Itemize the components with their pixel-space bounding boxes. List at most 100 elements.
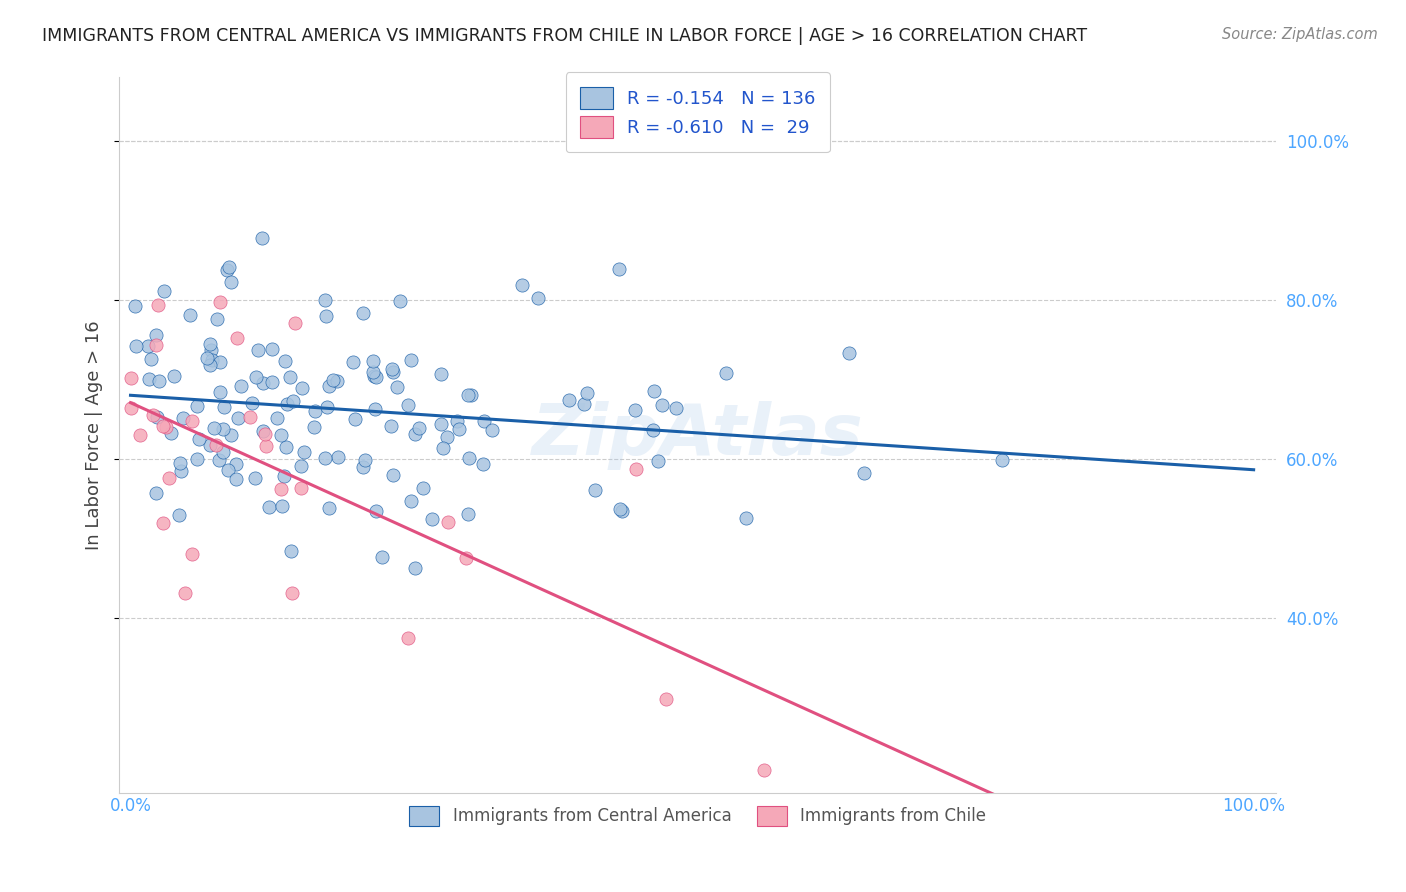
Point	[259, 500, 281, 514]
Point	[481, 423, 503, 437]
Point	[404, 561, 426, 575]
Point	[270, 428, 292, 442]
Point	[371, 549, 394, 564]
Point	[430, 417, 453, 432]
Point	[342, 354, 364, 368]
Point	[361, 353, 384, 368]
Point	[430, 367, 453, 381]
Point	[198, 438, 221, 452]
Point	[239, 410, 262, 425]
Point	[399, 493, 422, 508]
Point	[200, 343, 222, 358]
Point	[281, 586, 304, 600]
Point	[436, 429, 458, 443]
Point	[153, 284, 176, 298]
Point	[318, 379, 340, 393]
Point	[734, 510, 756, 524]
Point	[198, 358, 221, 372]
Point	[229, 379, 252, 393]
Point	[326, 450, 349, 464]
Point	[208, 385, 231, 400]
Text: 100.0%: 100.0%	[1222, 797, 1285, 814]
Point	[432, 441, 454, 455]
Point	[260, 375, 283, 389]
Text: Source: ZipAtlas.com: Source: ZipAtlas.com	[1222, 27, 1378, 42]
Point	[512, 278, 534, 293]
Point	[610, 503, 633, 517]
Point	[181, 414, 204, 428]
Point	[304, 404, 326, 418]
Point	[420, 512, 443, 526]
Point	[315, 309, 337, 323]
Point	[280, 544, 302, 558]
Point	[266, 411, 288, 425]
Point	[412, 481, 434, 495]
Point	[526, 291, 548, 305]
Point	[145, 328, 167, 343]
Point	[157, 471, 180, 485]
Point	[173, 586, 195, 600]
Point	[623, 402, 645, 417]
Point	[458, 451, 481, 466]
Point	[838, 345, 860, 359]
Point	[281, 393, 304, 408]
Point	[643, 423, 665, 437]
Point	[315, 400, 337, 414]
Point	[202, 421, 225, 435]
Point	[284, 316, 307, 330]
Point	[208, 294, 231, 309]
Point	[245, 370, 267, 384]
Point	[152, 418, 174, 433]
Point	[290, 458, 312, 473]
Point	[225, 457, 247, 471]
Text: ZipAtlas: ZipAtlas	[531, 401, 863, 469]
Point	[381, 362, 404, 376]
Point	[217, 463, 239, 477]
Point	[446, 414, 468, 428]
Point	[120, 401, 142, 416]
Point	[214, 400, 236, 414]
Point	[408, 421, 430, 435]
Point	[380, 418, 402, 433]
Point	[225, 472, 247, 486]
Point	[382, 365, 405, 379]
Point	[388, 294, 411, 309]
Point	[274, 353, 297, 368]
Point	[145, 486, 167, 500]
Point	[218, 260, 240, 274]
Point	[290, 481, 312, 495]
Point	[124, 299, 146, 313]
Point	[187, 432, 209, 446]
Point	[474, 414, 496, 428]
Point	[243, 471, 266, 485]
Point	[404, 426, 426, 441]
Point	[381, 467, 404, 482]
Point	[314, 293, 336, 308]
Point	[138, 372, 160, 386]
Point	[276, 397, 298, 411]
Point	[273, 469, 295, 483]
Point	[576, 386, 599, 401]
Point	[583, 483, 606, 498]
Point	[460, 388, 482, 402]
Point	[163, 368, 186, 383]
Point	[557, 393, 579, 408]
Point	[152, 516, 174, 531]
Point	[172, 410, 194, 425]
Point	[246, 343, 269, 357]
Point	[991, 452, 1014, 467]
Point	[626, 462, 648, 476]
Point	[169, 456, 191, 470]
Point	[352, 306, 374, 320]
Point	[654, 692, 676, 706]
Point	[148, 298, 170, 312]
Point	[211, 422, 233, 436]
Point	[262, 342, 284, 356]
Point	[361, 364, 384, 378]
Point	[385, 380, 408, 394]
Point	[399, 353, 422, 368]
Point	[398, 631, 420, 645]
Point	[449, 422, 471, 436]
Point	[254, 427, 277, 442]
Point	[651, 398, 673, 412]
